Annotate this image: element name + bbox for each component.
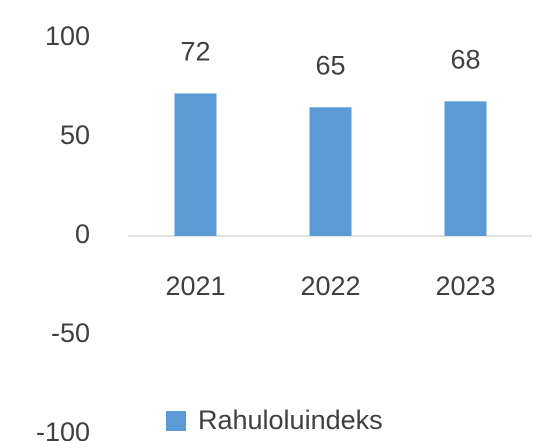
x-tick-label: 2022 [300,271,360,301]
y-tick-label: 100 [45,21,90,51]
y-tick-label: -50 [51,318,90,348]
data-label: 72 [180,37,210,67]
legend-label: Rahuloluindeks [198,405,383,435]
bar [444,101,487,236]
legend-swatch [166,411,186,431]
x-tick-label: 2021 [165,271,225,301]
data-label: 68 [450,44,480,74]
x-tick-label: 2023 [435,271,495,301]
bar [174,93,217,236]
y-tick-label: 0 [75,219,90,249]
y-tick-label: 50 [60,120,90,150]
data-label: 65 [315,50,345,80]
bar [309,107,352,236]
y-tick-label: -100 [36,417,90,441]
